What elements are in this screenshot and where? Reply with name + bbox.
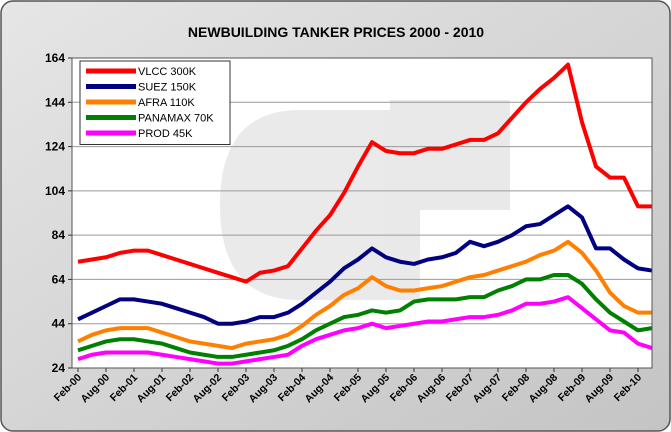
lines: [77, 62, 653, 366]
series-line: [77, 204, 653, 326]
legend-label: AFRA 110K: [138, 97, 195, 109]
series-line: [77, 295, 653, 366]
y-tick-label: 124: [45, 140, 65, 154]
y-tick-label: 64: [52, 272, 66, 286]
y-tick-label: 144: [45, 95, 65, 109]
plot-border: [71, 57, 653, 369]
y-tick-label: 44: [52, 317, 66, 331]
legend-label: SUEZ 150K: [138, 82, 197, 94]
legend: VLCC 300K SUEZ 150K AFRA 110K PANAMAX 70K PR…: [79, 60, 231, 145]
y-tick-label: 164: [45, 51, 65, 65]
legend-label: PANAMAX 70K: [138, 113, 214, 125]
legend-label: PROD 45K: [138, 128, 193, 140]
series-line: [77, 273, 653, 359]
series-line: [77, 239, 652, 351]
y-tick-label: 104: [45, 184, 65, 198]
series-line: [77, 62, 652, 284]
legend-label: VLCC 300K: [138, 66, 197, 78]
y-tick-label: 84: [52, 228, 66, 242]
chart-title: NEWBUILDING TANKER PRICES 2000 - 2010: [188, 24, 484, 40]
y-tick-label: 24: [52, 361, 66, 375]
